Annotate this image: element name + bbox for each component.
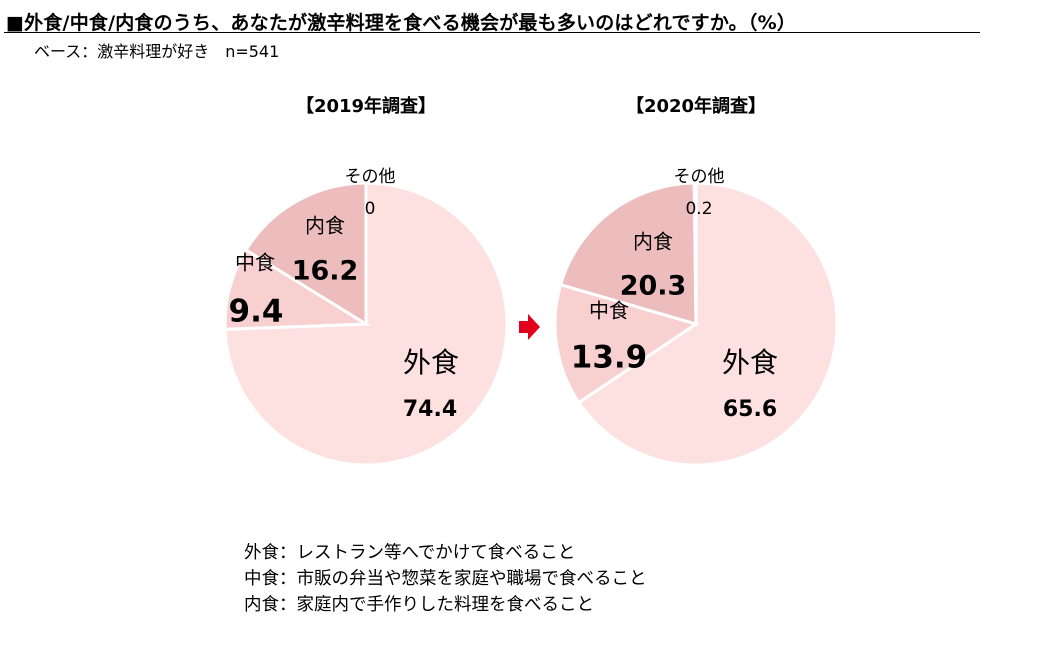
- definitions-list: 外食：レストラン等へでかけて食べること 中食：市販の弁当や惣菜を家庭や職場で食べ…: [244, 540, 647, 618]
- base-note: ベース：激辛料理が好き n=541: [34, 42, 280, 61]
- chart-title-2020: 【2020年調査】: [625, 96, 767, 117]
- slice-label-gaishoku-2019: 外食: [403, 346, 459, 379]
- pie-slice-uchishoku-2019: [243, 181, 368, 327]
- pie-slice-gaishoku-2020: [576, 181, 839, 467]
- pie-slice-other-2020: [692, 181, 698, 325]
- slice-label-uchishoku-2019: 内食: [305, 214, 345, 238]
- pie-slice-uchishoku-2020: [558, 181, 698, 327]
- slice-value-uchishoku-2019: 16.2: [292, 256, 359, 287]
- definition-nakashoku: 中食：市販の弁当や惣菜を家庭や職場で食べること: [244, 569, 647, 589]
- slice-label-nakashoku-2019: 中食: [235, 251, 275, 275]
- slice-label-other-2020: その他: [674, 167, 725, 187]
- slice-label-uchishoku-2020: 内食: [633, 230, 673, 254]
- definition-uchishoku: 内食：家庭内で手作りした料理を食べること: [244, 595, 594, 615]
- slice-label-gaishoku-2020: 外食: [722, 346, 778, 379]
- pie-slice-nakashoku-2019: [223, 247, 371, 331]
- slice-value-nakashoku-2020: 13.9: [571, 340, 648, 376]
- slice-value-nakashoku-2019: 9.4: [229, 294, 284, 330]
- title-underline: [4, 32, 980, 33]
- slice-label-nakashoku-2020: 中食: [589, 299, 629, 323]
- slice-value-other-2020: 0.2: [685, 199, 712, 219]
- slice-value-other-2019: 0: [365, 199, 376, 219]
- page-title: ■外食/中食/内食のうち、あなたが激辛料理を食べる機会が最も多いのはどれですか。…: [6, 12, 797, 34]
- definition-gaishoku: 外食：レストラン等へでかけて食べること: [244, 543, 576, 563]
- chart-title-2019: 【2019年調査】: [295, 96, 437, 117]
- right-arrow-icon: [519, 314, 540, 340]
- slice-value-gaishoku-2020: 65.6: [723, 397, 777, 422]
- slice-value-gaishoku-2019: 74.4: [403, 397, 457, 422]
- slice-value-uchishoku-2020: 20.3: [620, 271, 687, 302]
- slice-label-other-2019: その他: [345, 167, 396, 187]
